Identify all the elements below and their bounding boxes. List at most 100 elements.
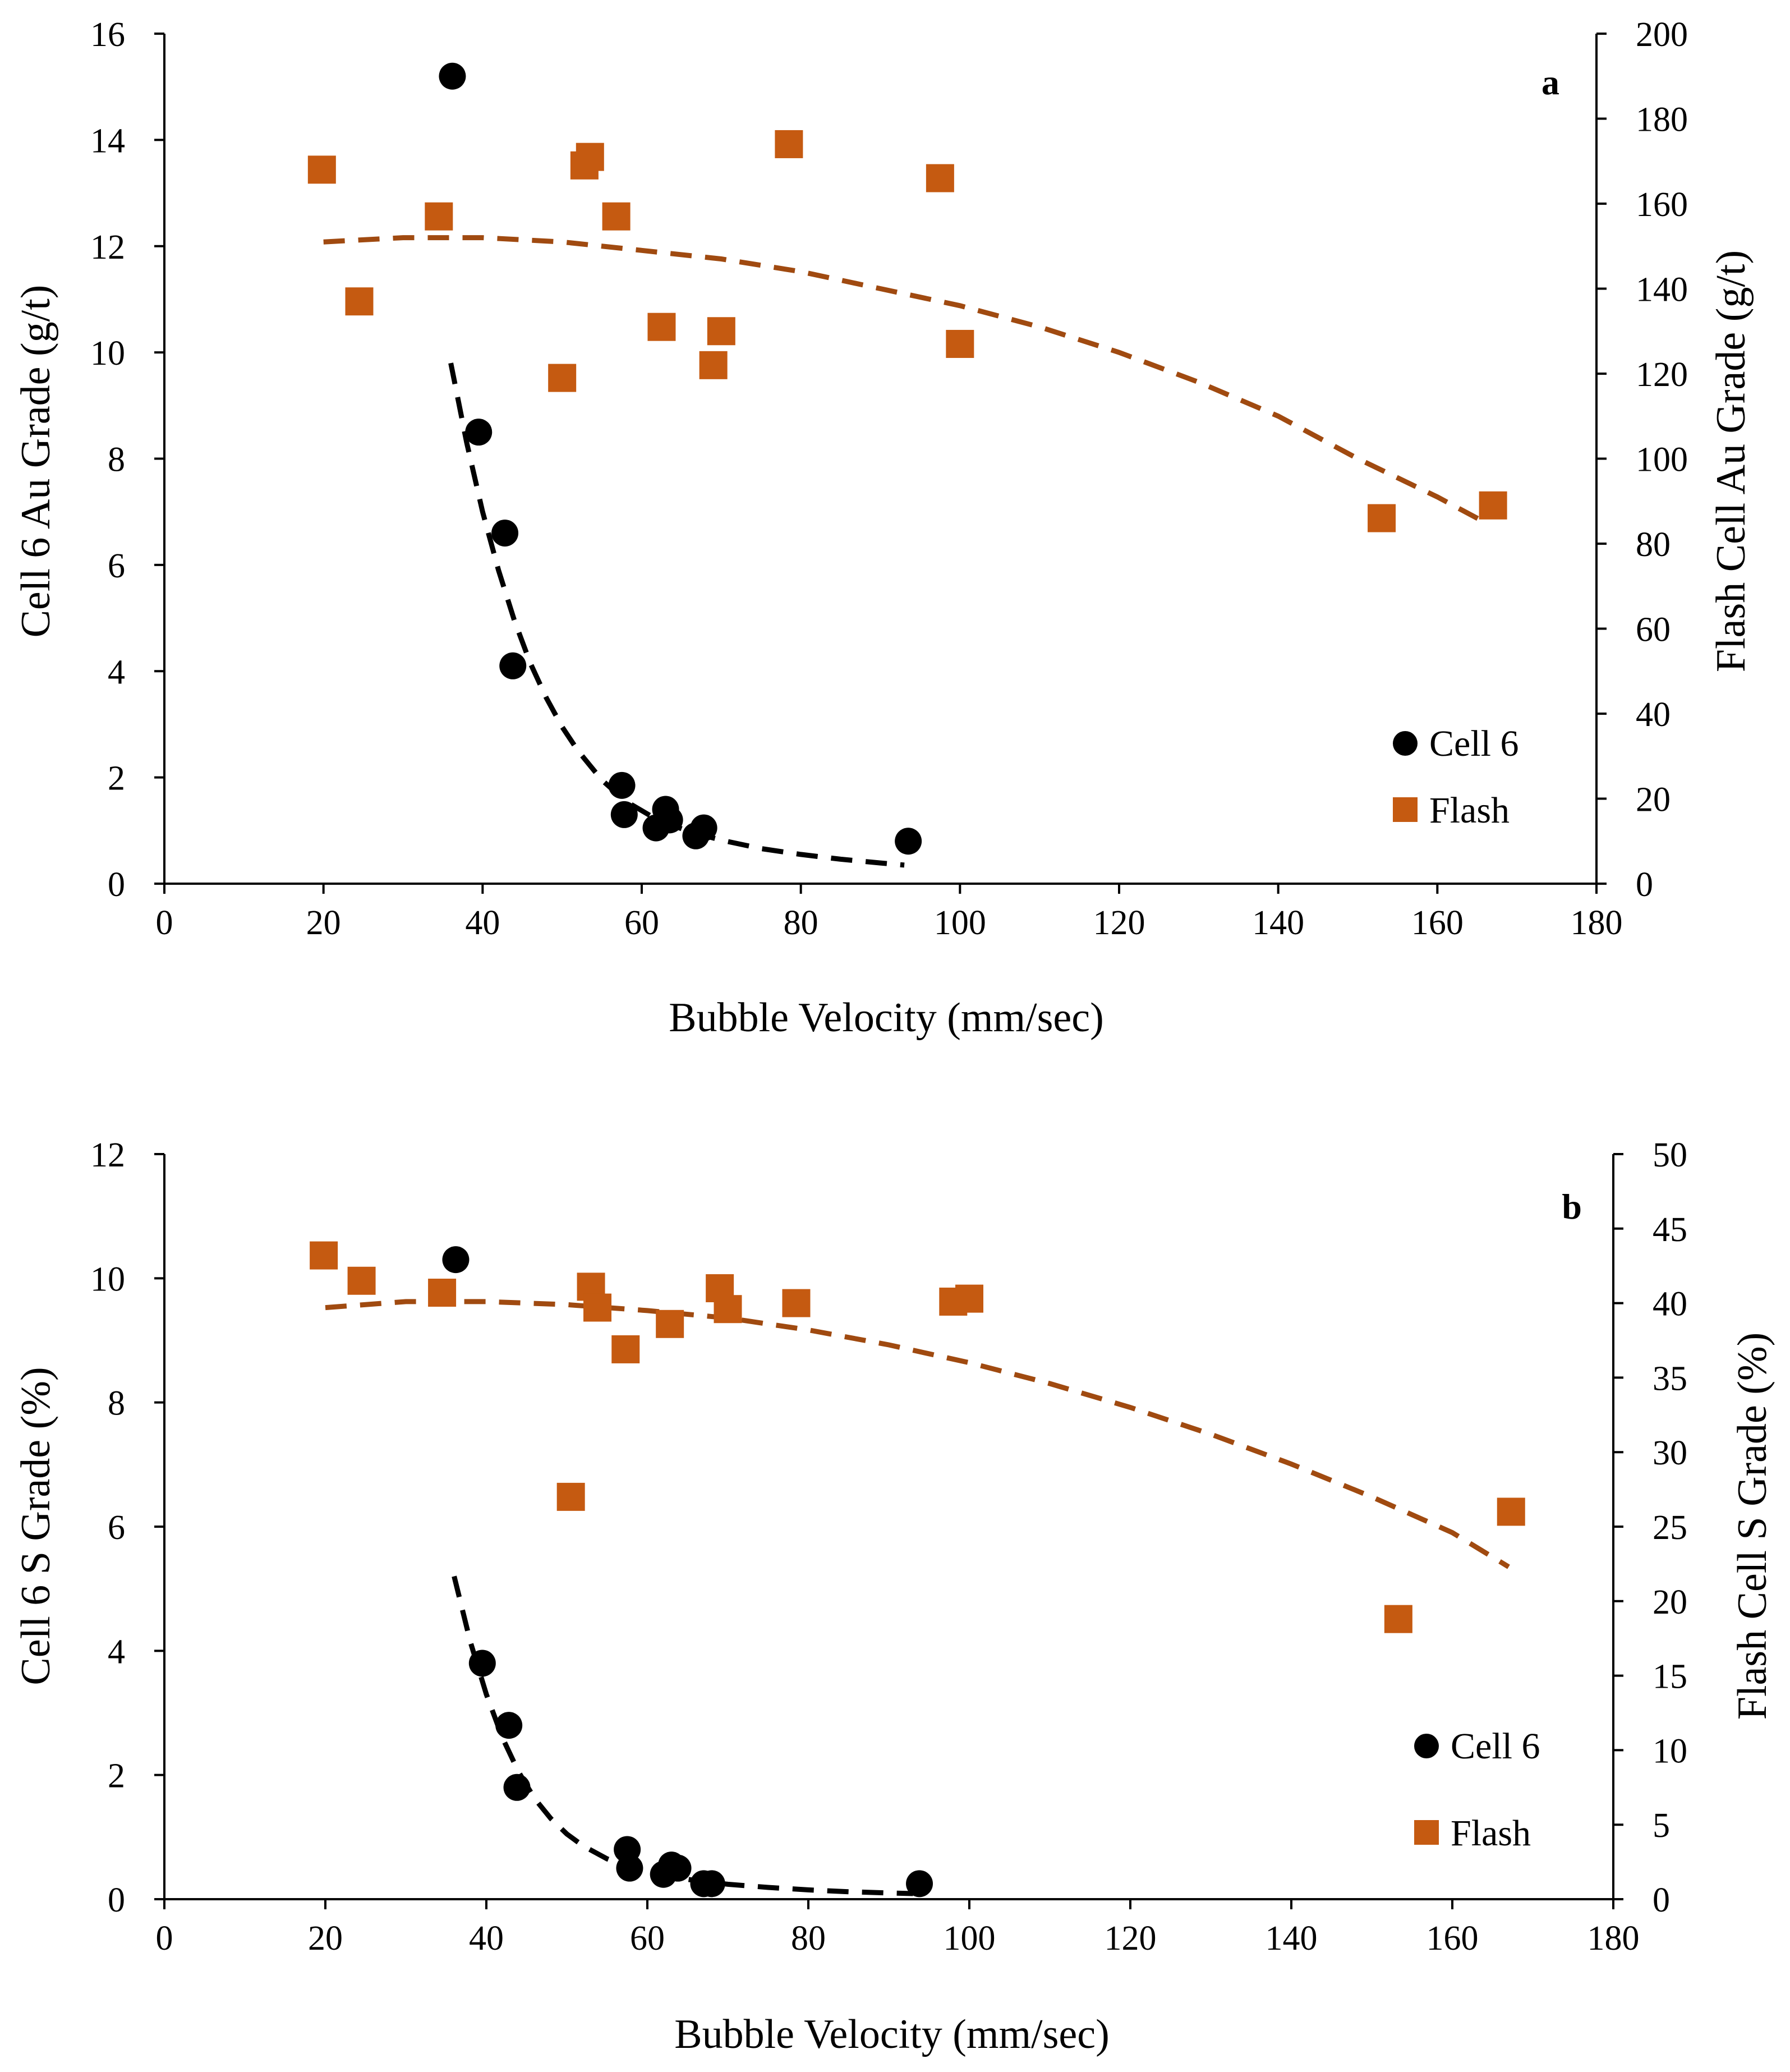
panel-b-y2-tick-label: 10: [1653, 1732, 1687, 1770]
panel-b-flash-point: [611, 1335, 640, 1363]
panel-b-x-tick-label: 60: [630, 1919, 665, 1958]
panel-a-flash-point: [926, 164, 954, 192]
panel-a-flash-point: [1368, 504, 1396, 532]
panel-b-legend-flash-label: Flash: [1451, 1813, 1531, 1854]
panel-a-y2-tick-label: 180: [1636, 101, 1688, 139]
panel-a-x-tick-label: 0: [156, 904, 173, 942]
panel-a-y2-tick-label: 160: [1636, 186, 1688, 224]
panel-b-flash-point: [656, 1310, 684, 1338]
panel-b-y2-tick-label: 50: [1653, 1136, 1687, 1174]
panel-a-flash-point: [602, 202, 631, 231]
panel-b-cell6-point: [442, 1246, 470, 1274]
panel-a-y-tick-label: 6: [108, 547, 125, 585]
panel-b-flash-point: [1497, 1497, 1525, 1526]
panel-b-y-axis-title: Cell 6 S Grade (%): [13, 1367, 59, 1685]
panel-a-cell6-point: [608, 771, 636, 799]
panel-a-axes: 0 20 40 60 80 100 120 140 160 1800246810121416020…: [90, 16, 1688, 942]
panel-a-y-tick-label: 16: [90, 16, 125, 54]
panel-b-y2-tick-label: 25: [1653, 1509, 1687, 1547]
panel-a-flash-point: [1479, 491, 1507, 520]
panel-a-flash-point: [647, 313, 676, 341]
panel-b-cell6-point: [468, 1650, 496, 1677]
panel-a-flash-point: [548, 364, 577, 392]
panel-a-y-tick-label: 12: [90, 228, 125, 267]
panel-a-cell6-point: [895, 828, 922, 855]
panel-a-chart: 0 20 40 60 80 100 120 140 160 1800246810121416020…: [13, 16, 1754, 1041]
panel-a-cell6-point: [499, 652, 527, 679]
panel-a-flash-point: [425, 202, 453, 231]
panel-a-flash-point: [699, 351, 728, 379]
panel-b-y-tick-label: 8: [108, 1385, 125, 1423]
panel-b-y-tick-label: 0: [108, 1881, 125, 1919]
panel-b-y2-axis-title: Flash Cell S Grade (%): [1729, 1333, 1775, 1720]
panel-b-markers: [310, 1241, 1525, 1898]
panel-b-flash-point: [347, 1266, 376, 1295]
panel-a-y2-tick-label: 60: [1636, 611, 1671, 649]
panel-a-y2-tick-label: 100: [1636, 441, 1688, 479]
panel-a-x-axis-title: Bubble Velocity (mm/sec): [669, 995, 1103, 1041]
panel-a-letter: a: [1541, 62, 1559, 102]
panel-b-cell6-point: [616, 1854, 643, 1882]
panel-a-cell6-point: [610, 801, 638, 828]
panel-b-flash-point: [955, 1284, 983, 1313]
panel-b-flash-point: [782, 1289, 811, 1317]
panel-a-flash-point: [707, 317, 735, 346]
panel-a-flash-point: [946, 329, 974, 358]
panel-b-y2-tick-label: 20: [1653, 1583, 1687, 1621]
panel-b-y2-tick-label: 45: [1653, 1211, 1687, 1249]
panel-a-flash-point: [775, 130, 803, 158]
panel-a-flash-trendline: [323, 235, 1487, 525]
panel-a-y2-tick-label: 80: [1636, 526, 1671, 564]
panel-b-x-tick-label: 100: [944, 1919, 996, 1958]
panel-b-cell6-point: [698, 1870, 725, 1898]
panel-b-flash-point: [583, 1293, 612, 1322]
panel-b-chart: 0 20 40 60 80 100 120 140 160 1800246810120510152…: [13, 1136, 1775, 2057]
panel-b-flash-point: [714, 1295, 742, 1324]
panel-b-flash-point: [310, 1241, 338, 1270]
panel-a-x-tick-label: 120: [1093, 904, 1145, 942]
panel-a-y2-tick-label: 120: [1636, 356, 1688, 394]
panel-a-cell6-trendline: [448, 362, 905, 868]
panel-b-y2-tick-label: 30: [1653, 1434, 1687, 1472]
panel-a-x-tick-label: 40: [465, 904, 500, 942]
panel-b-y2-tick-label: 40: [1653, 1285, 1687, 1324]
panel-a-y-tick-label: 14: [90, 122, 125, 160]
panel-a-y-tick-label: 2: [108, 760, 125, 798]
panel-b-cell6-point: [503, 1774, 531, 1801]
panel-b-y-tick-label: 4: [108, 1633, 125, 1671]
panel-b-x-axis-title: Bubble Velocity (mm/sec): [674, 2011, 1109, 2057]
panel-a-y-tick-label: 10: [90, 334, 125, 373]
panel-b-x-tick-label: 180: [1587, 1919, 1640, 1958]
panel-b-x-tick-label: 0: [156, 1919, 173, 1958]
panel-b-y2-tick-label: 0: [1653, 1881, 1670, 1919]
panel-b-flash-point: [556, 1482, 585, 1511]
panel-a-x-tick-label: 80: [784, 904, 818, 942]
panel-a-x-tick-label: 60: [624, 904, 659, 942]
panel-a-y2-tick-label: 200: [1636, 16, 1688, 54]
panel-b-legend-cell6-label: Cell 6: [1451, 1726, 1540, 1767]
panel-b-y2-tick-label: 5: [1653, 1807, 1670, 1845]
panel-b-y2-tick-label: 35: [1653, 1359, 1687, 1398]
panel-b-legend-flash-marker: [1414, 1820, 1439, 1845]
panel-b-y-tick-label: 6: [108, 1509, 125, 1547]
panel-a-cell6-point: [656, 806, 683, 834]
panel-a-y2-tick-label: 140: [1636, 271, 1688, 309]
panel-b-cell6-point: [664, 1854, 692, 1882]
panel-b-x-tick-label: 160: [1427, 1919, 1479, 1958]
panel-a-y2-axis-title: Flash Cell Au Grade (g/t): [1708, 250, 1754, 672]
panel-b-legend: Cell 6 Flash: [1414, 1726, 1540, 1854]
panel-b-x-tick-label: 20: [308, 1919, 343, 1958]
panel-b-y2-tick-label: 15: [1653, 1658, 1687, 1696]
panel-a-x-tick-label: 160: [1411, 904, 1464, 942]
panel-a-flash-point: [576, 143, 604, 171]
panel-a-legend-cell6-label: Cell 6: [1429, 723, 1519, 764]
panel-a-legend: Cell 6 Flash: [1393, 723, 1519, 831]
panel-a-y-tick-label: 4: [108, 653, 125, 691]
panel-a-cell6-point: [491, 520, 519, 547]
panel-b-trendlines: [325, 1299, 1510, 1896]
panel-a-cell6-point: [439, 62, 466, 90]
panel-b-flash-point: [1384, 1605, 1412, 1633]
panel-a-flash-point: [307, 155, 336, 184]
panel-b-y-tick-label: 12: [90, 1136, 125, 1174]
